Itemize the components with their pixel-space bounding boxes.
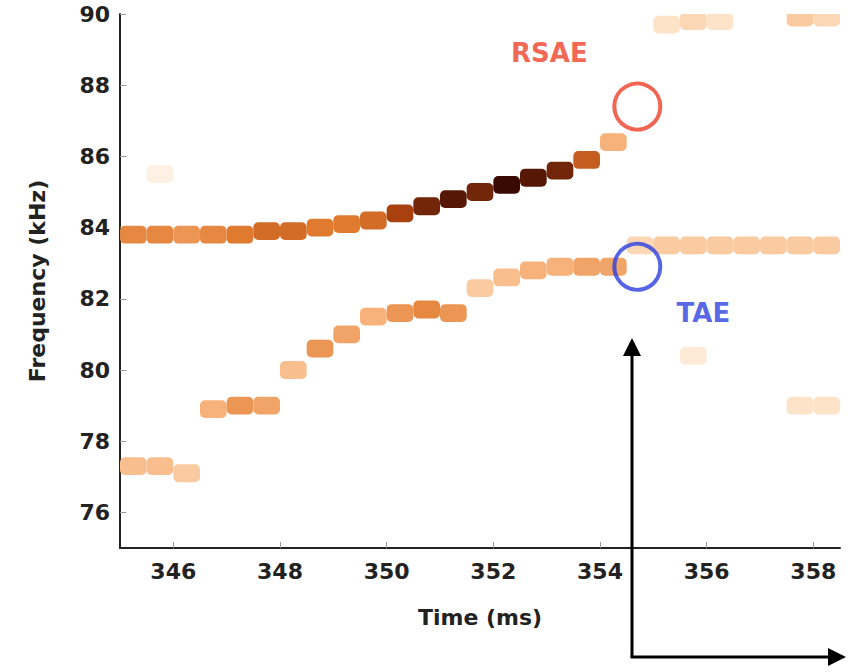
- svg-text:78: 78: [79, 429, 110, 454]
- svg-text:346: 346: [150, 559, 196, 584]
- svg-text:76: 76: [79, 500, 110, 525]
- svg-text:90: 90: [79, 2, 110, 27]
- svg-text:RSAE: RSAE: [511, 38, 588, 68]
- svg-text:88: 88: [79, 73, 110, 98]
- svg-text:84: 84: [79, 215, 110, 240]
- svg-text:80: 80: [79, 358, 110, 383]
- svg-text:Frequency (kHz): Frequency (kHz): [25, 180, 50, 382]
- svg-text:82: 82: [79, 286, 110, 311]
- svg-text:354: 354: [577, 559, 623, 584]
- svg-text:356: 356: [684, 559, 730, 584]
- svg-text:348: 348: [257, 559, 303, 584]
- svg-text:352: 352: [470, 559, 516, 584]
- svg-text:350: 350: [364, 559, 410, 584]
- svg-text:86: 86: [79, 144, 110, 169]
- svg-text:358: 358: [790, 559, 836, 584]
- svg-text:Time (ms): Time (ms): [418, 605, 542, 630]
- svg-text:TAE: TAE: [677, 298, 731, 328]
